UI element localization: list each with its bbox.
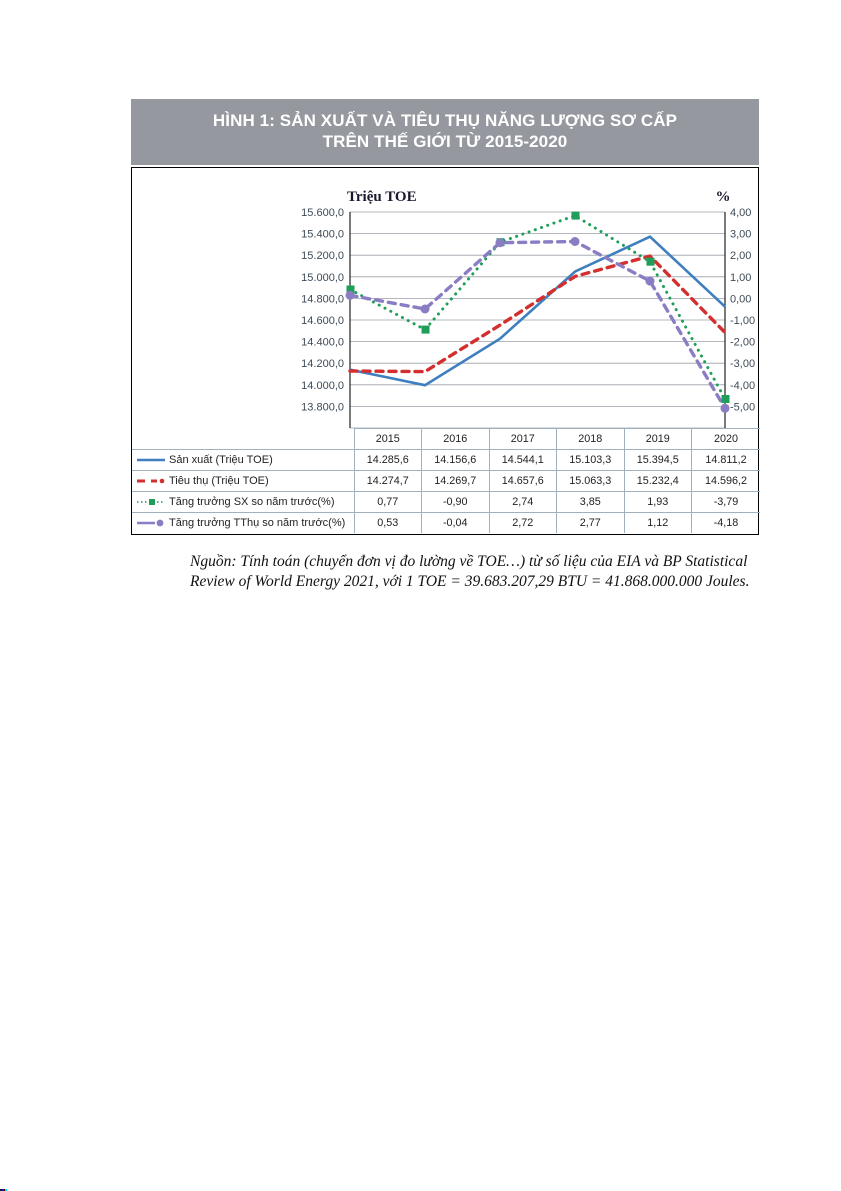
svg-text:-3,00: -3,00 [730,358,755,370]
svg-text:3,00: 3,00 [730,229,751,241]
svg-text:13.800,0: 13.800,0 [301,401,344,413]
svg-text:0,00: 0,00 [730,293,751,305]
svg-text:4,00: 4,00 [730,207,751,219]
svg-text:15.600,0: 15.600,0 [301,207,344,219]
svg-text:2,00: 2,00 [730,250,751,262]
svg-text:14.800,0: 14.800,0 [301,293,344,305]
svg-text:14.600,0: 14.600,0 [301,315,344,327]
svg-text:-4,00: -4,00 [730,380,755,392]
svg-text:15.400,0: 15.400,0 [301,229,344,241]
svg-text:14.400,0: 14.400,0 [301,337,344,349]
svg-text:15.200,0: 15.200,0 [301,250,344,262]
svg-text:1,00: 1,00 [730,272,751,284]
svg-text:-5,00: -5,00 [730,401,755,413]
svg-text:14.000,0: 14.000,0 [301,380,344,392]
svg-text:Triệu TOE: Triệu TOE [347,189,417,205]
svg-text:-1,00: -1,00 [730,315,755,327]
svg-text:15.000,0: 15.000,0 [301,272,344,284]
svg-text:-2,00: -2,00 [730,337,755,349]
svg-text:14.200,0: 14.200,0 [301,358,344,370]
svg-text:%: % [716,189,731,205]
